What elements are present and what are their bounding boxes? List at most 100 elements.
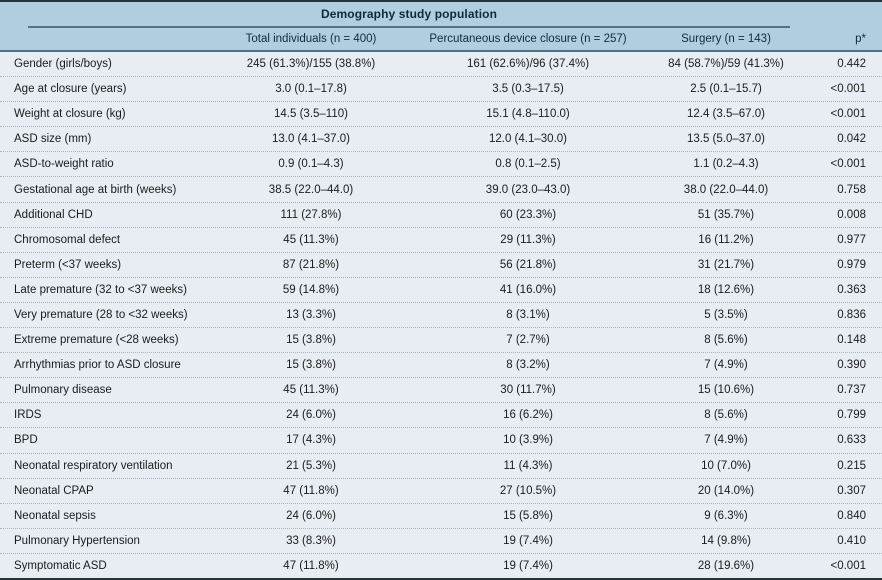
device-value-cell: 41 (16.0%): [499, 283, 557, 296]
row-label-cell: Weight at closure (kg): [14, 108, 126, 121]
device-value-cell: 7 (2.7%): [506, 334, 550, 347]
table-row: ASD-to-weight ratio 0.9 (0.1–4.3) 0.8 (0…: [0, 151, 882, 177]
device-value-cell: 60 (23.3%): [499, 208, 557, 221]
surgery-value-cell: 1.1 (0.2–4.3): [693, 158, 759, 171]
table-row: Symptomatic ASD 47 (11.8%) 19 (7.4%) 28 …: [0, 552, 882, 578]
surgery-value-cell: 8 (5.6%): [704, 409, 748, 422]
table-row: ASD size (mm) 13.0 (4.1–37.0) 12.0 (4.1–…: [0, 126, 882, 152]
surgery-value-cell: 2.5 (0.1–15.7): [690, 83, 762, 96]
total-value-cell: 15 (3.8%): [286, 334, 336, 347]
surgery-value-cell: 8 (5.6%): [704, 334, 748, 347]
surgery-value-cell: 7 (4.9%): [704, 359, 748, 372]
surgery-value-cell: 10 (7.0%): [701, 459, 751, 472]
p-value-cell: 0.799: [837, 409, 866, 422]
p-value-cell: <0.001: [830, 108, 867, 121]
header-rule: [0, 50, 882, 52]
device-value-cell: 39.0 (23.0–43.0): [485, 183, 571, 196]
surgery-value-cell: 84 (58.7%)/59 (41.3%): [668, 58, 784, 71]
table-row: IRDS 24 (6.0%) 16 (6.2%) 8 (5.6%) 0.799: [0, 402, 882, 428]
p-value-cell: 0.410: [837, 534, 866, 547]
surgery-value-cell: 14 (9.8%): [701, 534, 751, 547]
table-row: Pulmonary Hypertension 33 (8.3%) 19 (7.4…: [0, 527, 882, 553]
row-label-cell: ASD size (mm): [14, 133, 92, 146]
column-header-pvalue: p*: [855, 33, 866, 45]
row-label-cell: Gestational age at birth (weeks): [14, 183, 177, 196]
table-row: Pulmonary disease 45 (11.3%) 30 (11.7%) …: [0, 377, 882, 403]
device-value-cell: 10 (3.9%): [503, 434, 553, 447]
p-value-cell: <0.001: [830, 559, 867, 572]
p-value-cell: 0.390: [837, 359, 866, 372]
surgery-value-cell: 31 (21.7%): [697, 258, 755, 271]
device-value-cell: 12.0 (4.1–30.0): [488, 133, 567, 146]
p-value-cell: <0.001: [830, 158, 867, 171]
total-value-cell: 111 (27.8%): [280, 208, 342, 221]
total-value-cell: 24 (6.0%): [286, 509, 336, 522]
row-label-cell: Symptomatic ASD: [14, 559, 107, 572]
device-value-cell: 56 (21.8%): [499, 258, 557, 271]
total-value-cell: 47 (11.8%): [283, 484, 339, 497]
surgery-value-cell: 7 (4.9%): [704, 434, 748, 447]
surgery-value-cell: 9 (6.3%): [704, 509, 748, 522]
device-value-cell: 19 (7.4%): [503, 534, 553, 547]
p-value-cell: <0.001: [830, 83, 867, 96]
device-value-cell: 11 (4.3%): [503, 459, 553, 472]
column-header-surgery: Surgery (n = 143): [681, 33, 771, 45]
column-header-total: Total individuals (n = 400): [245, 33, 377, 45]
total-value-cell: 45 (11.3%): [283, 233, 339, 246]
surgery-value-cell: 18 (12.6%): [697, 283, 755, 296]
device-value-cell: 29 (11.3%): [500, 233, 556, 246]
table-row: Neonatal respiratory ventilation 21 (5.3…: [0, 452, 882, 478]
total-value-cell: 24 (6.0%): [286, 409, 336, 422]
row-label-cell: Arrhythmias prior to ASD closure: [14, 359, 181, 372]
device-value-cell: 30 (11.7%): [500, 384, 556, 397]
p-value-cell: 0.758: [837, 183, 866, 196]
row-label-cell: Late premature (32 to <37 weeks): [14, 283, 187, 296]
table-row: Gender (girls/boys) 245 (61.3%)/155 (38.…: [0, 52, 882, 77]
table-row: Late premature (32 to <37 weeks) 59 (14.…: [0, 276, 882, 302]
device-value-cell: 15.1 (4.8–110.0): [486, 108, 570, 121]
surgery-value-cell: 15 (10.6%): [697, 384, 755, 397]
row-label-cell: Very premature (28 to <32 weeks): [14, 308, 188, 321]
p-value-cell: 0.008: [837, 208, 866, 221]
surgery-value-cell: 51 (35.7%): [697, 208, 755, 221]
total-value-cell: 87 (21.8%): [282, 258, 340, 271]
device-value-cell: 0.8 (0.1–2.5): [495, 158, 561, 171]
p-value-cell: 0.148: [837, 334, 866, 347]
row-label-cell: Gender (girls/boys): [14, 58, 112, 71]
total-value-cell: 245 (61.3%)/155 (38.8%): [246, 58, 376, 71]
table-row: BPD 17 (4.3%) 10 (3.9%) 7 (4.9%) 0.633: [0, 427, 882, 453]
table-title: Demography study population: [320, 7, 498, 21]
spanner-rule: [28, 26, 790, 28]
total-value-cell: 59 (14.8%): [282, 283, 340, 296]
device-value-cell: 161 (62.6%)/96 (37.4%): [466, 58, 590, 71]
surgery-value-cell: 38.0 (22.0–44.0): [683, 183, 769, 196]
row-label-cell: Preterm (<37 weeks): [14, 258, 122, 271]
table-row: Weight at closure (kg) 14.5 (3.5–110) 15…: [0, 101, 882, 127]
table-row: Extreme premature (<28 weeks) 15 (3.8%) …: [0, 327, 882, 353]
row-label-cell: Neonatal respiratory ventilation: [14, 459, 173, 472]
row-label-cell: ASD-to-weight ratio: [14, 158, 114, 171]
table-row: Arrhythmias prior to ASD closure 15 (3.8…: [0, 352, 882, 378]
p-value-cell: 0.442: [837, 58, 866, 71]
total-value-cell: 15 (3.8%): [286, 359, 336, 372]
table-row: Chromosomal defect 45 (11.3%) 29 (11.3%)…: [0, 226, 882, 252]
row-label-cell: Pulmonary Hypertension: [14, 534, 140, 547]
table-row: Gestational age at birth (weeks) 38.5 (2…: [0, 176, 882, 202]
total-value-cell: 13.0 (4.1–37.0): [271, 133, 350, 146]
device-value-cell: 27 (10.5%): [499, 484, 557, 497]
table-row: Additional CHD 111 (27.8%) 60 (23.3%) 51…: [0, 201, 882, 227]
table-spanner-row: Demography study population: [0, 2, 882, 26]
p-value-cell: 0.633: [837, 434, 866, 447]
p-value-cell: 0.979: [837, 258, 866, 271]
device-value-cell: 16 (6.2%): [503, 409, 553, 422]
total-value-cell: 0.9 (0.1–4.3): [278, 158, 344, 171]
table-row: Age at closure (years) 3.0 (0.1–17.8) 3.…: [0, 76, 882, 102]
surgery-value-cell: 16 (11.2%): [698, 233, 754, 246]
row-label-cell: Chromosomal defect: [14, 233, 121, 246]
row-label-cell: Age at closure (years): [14, 83, 127, 96]
total-value-cell: 17 (4.3%): [286, 434, 336, 447]
column-header-row: Total individuals (n = 400) Percutaneous…: [0, 28, 882, 50]
p-value-cell: 0.215: [837, 459, 866, 472]
table-row: Preterm (<37 weeks) 87 (21.8%) 56 (21.8%…: [0, 251, 882, 277]
